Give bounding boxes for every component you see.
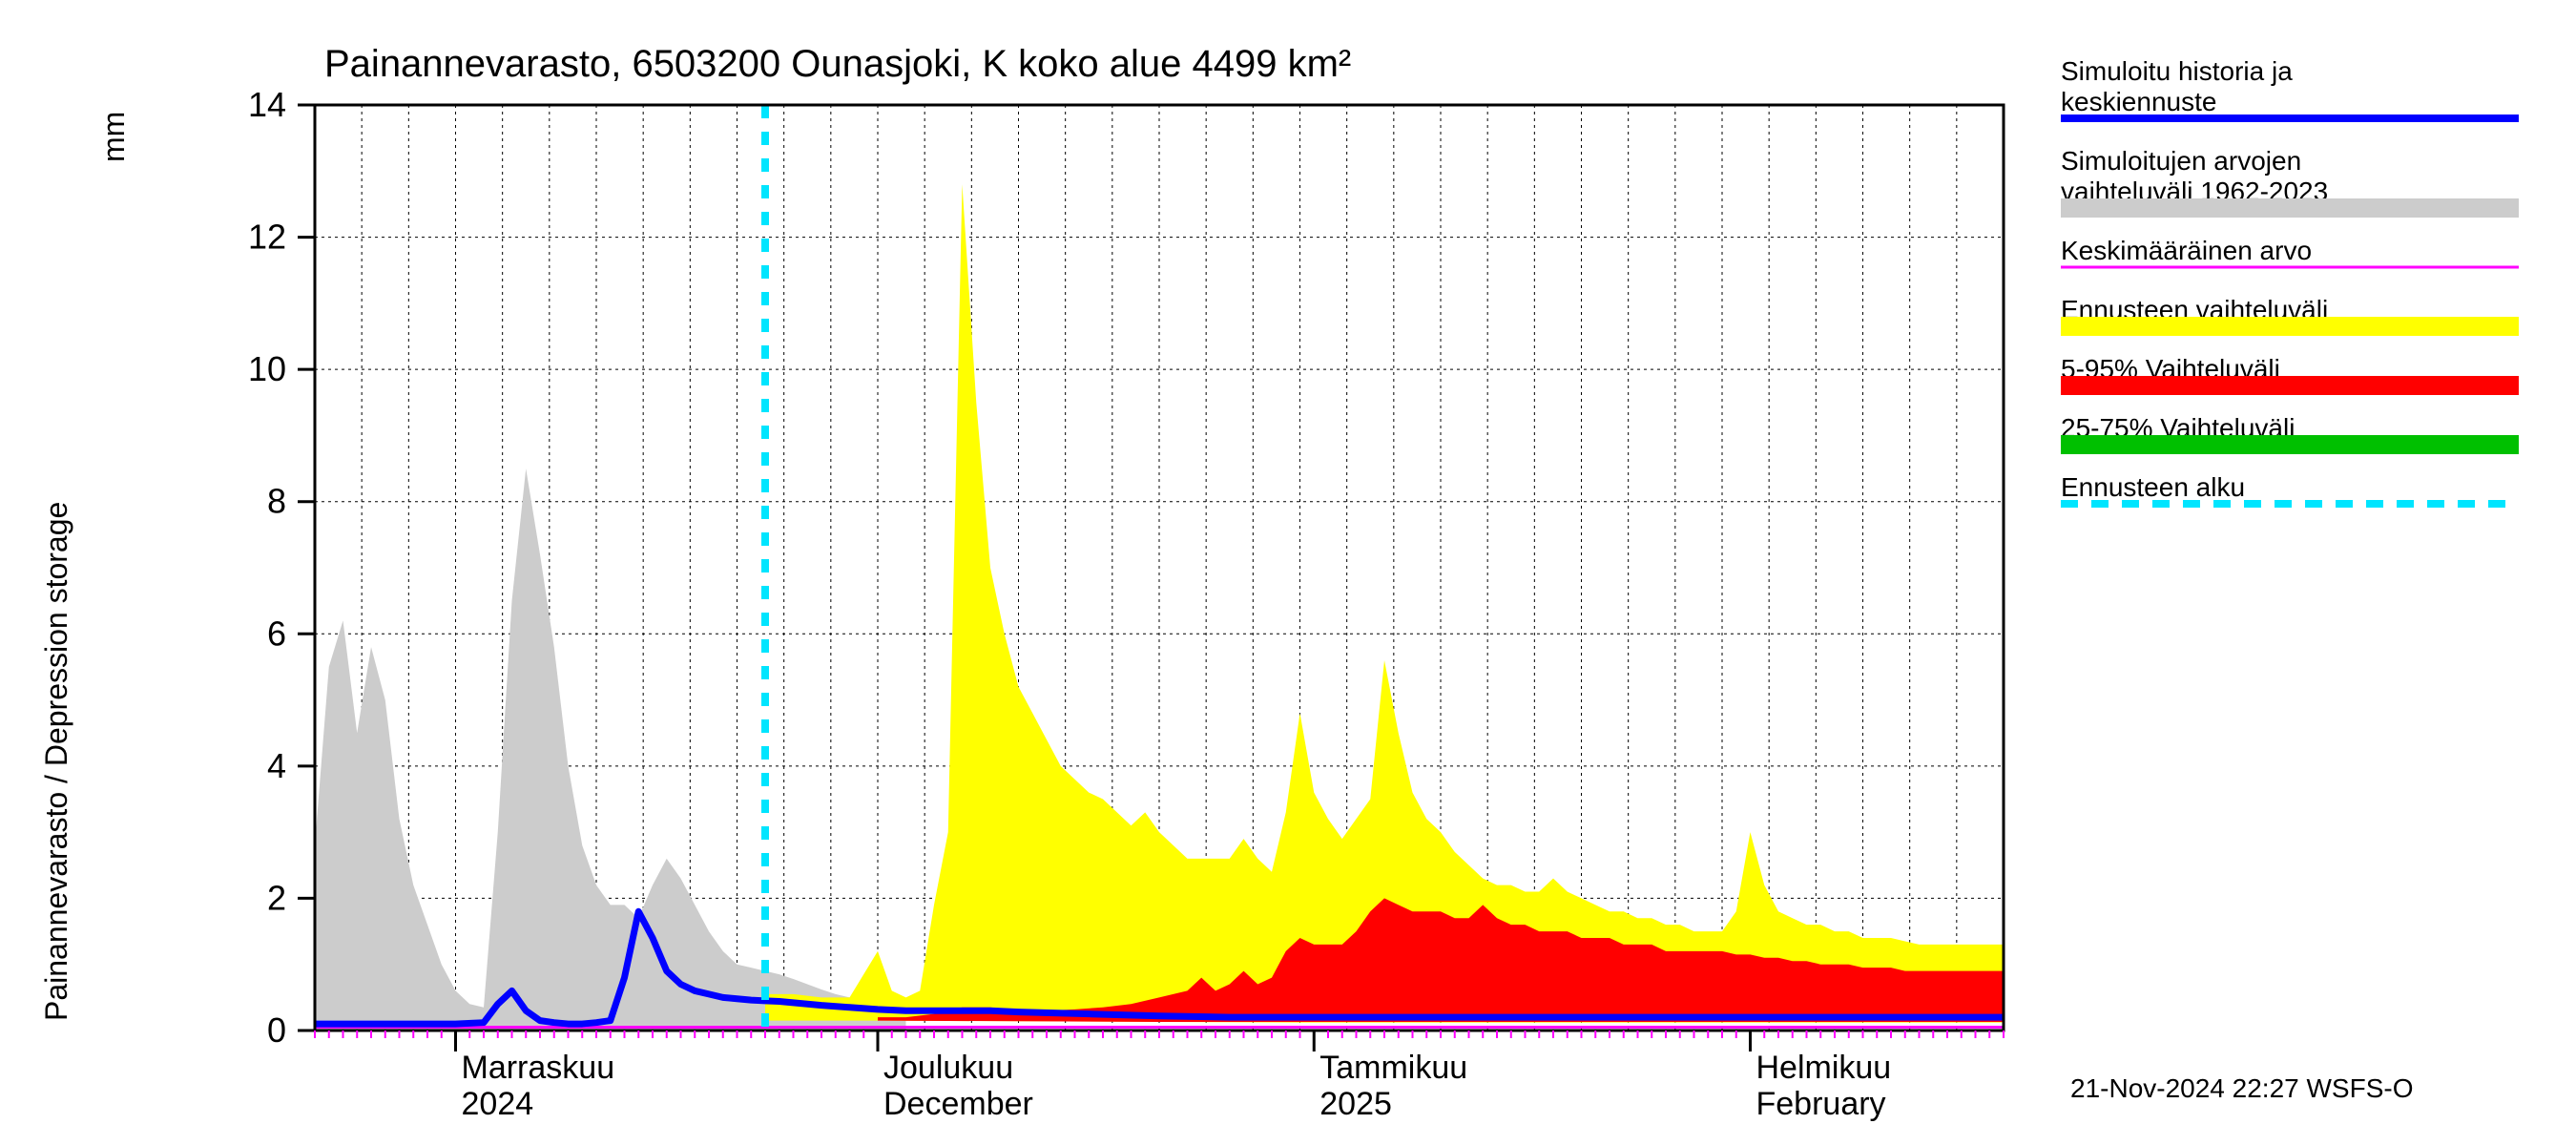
x-month-label-fi: Marraskuu [462, 1050, 615, 1086]
legend-label: Ennusteen alku [2061, 472, 2245, 502]
x-month-label-en: December [883, 1086, 1033, 1122]
y-tick-label: 4 [267, 746, 286, 785]
legend-label: Keskimääräinen arvo [2061, 236, 2312, 265]
y-tick-label: 8 [267, 482, 286, 521]
x-month-label-en: 2025 [1319, 1086, 1392, 1122]
legend-swatch [2061, 376, 2519, 395]
legend-swatch [2061, 435, 2519, 454]
x-month-label-fi: Joulukuu [883, 1050, 1013, 1086]
y-tick-label: 12 [248, 218, 286, 257]
x-month-label-fi: Helmikuu [1756, 1050, 1892, 1086]
y-tick-label: 6 [267, 614, 286, 653]
y-tick-label: 2 [267, 878, 286, 917]
x-month-label-fi: Tammikuu [1319, 1050, 1467, 1086]
legend-label: Simuloitujen arvojen [2061, 146, 2301, 176]
footer-timestamp: 21-Nov-2024 22:27 WSFS-O [2070, 1073, 2414, 1103]
x-month-label-en: February [1756, 1086, 1886, 1122]
legend-label: keskiennuste [2061, 87, 2216, 116]
y-axis-unit: mm [96, 112, 131, 162]
legend-label: Simuloitu historia ja [2061, 56, 2293, 86]
y-axis-label: Painannevarasto / Depression storage [39, 502, 73, 1021]
y-tick-label: 0 [267, 1010, 286, 1050]
y-tick-label: 10 [248, 349, 286, 388]
chart-title: Painannevarasto, 6503200 Ounasjoki, K ko… [324, 43, 1351, 85]
legend-swatch [2061, 317, 2519, 336]
depression-storage-chart: 0 2 4 6 8 10 12 14 Marraskuu2024 JoulukuuDecember… [0, 0, 2576, 1145]
legend-swatch [2061, 198, 2519, 218]
x-month-label-en: 2024 [462, 1086, 534, 1122]
y-tick-label: 14 [248, 85, 286, 124]
chart-container: 0 2 4 6 8 10 12 14 Marraskuu2024 JoulukuuDecember… [0, 0, 2576, 1145]
